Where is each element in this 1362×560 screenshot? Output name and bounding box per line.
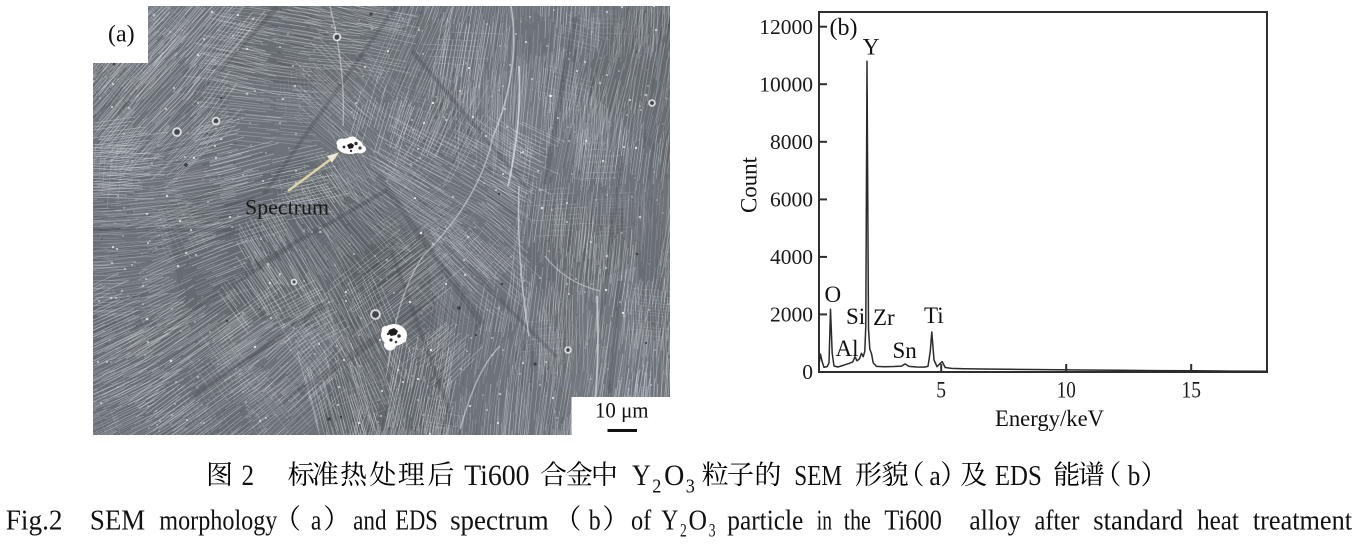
svg-text:O: O [689, 505, 708, 536]
svg-text:SEM: SEM [90, 505, 145, 536]
svg-text:(b): (b) [830, 15, 858, 41]
svg-text:6000: 6000 [770, 188, 813, 212]
svg-text:Y: Y [661, 505, 678, 536]
svg-text:Ti600: Ti600 [884, 505, 941, 536]
svg-text:Sn: Sn [893, 338, 918, 363]
svg-text:standard: standard [1093, 505, 1183, 536]
svg-text:5: 5 [936, 377, 946, 403]
svg-text:a: a [929, 461, 941, 492]
svg-text:2000: 2000 [770, 303, 813, 327]
svg-text:and: and [353, 505, 387, 536]
svg-text:2: 2 [242, 459, 255, 492]
svg-text:EDS: EDS [995, 461, 1042, 492]
svg-text:15: 15 [1182, 377, 1202, 403]
svg-text:SEM: SEM [794, 461, 842, 492]
svg-text:2: 2 [652, 476, 661, 498]
svg-text:Ti: Ti [924, 303, 944, 328]
svg-text:O: O [825, 282, 842, 307]
svg-text:Ti600: Ti600 [464, 459, 529, 492]
svg-text:Y: Y [632, 459, 651, 492]
svg-text:10000: 10000 [759, 73, 813, 97]
svg-text:b: b [589, 505, 601, 536]
svg-text:Fig.2: Fig.2 [6, 505, 63, 536]
svg-text:of: of [631, 505, 652, 536]
svg-text:3: 3 [686, 476, 695, 498]
svg-text:12000: 12000 [759, 15, 813, 39]
svg-text:Energy/keV: Energy/keV [995, 406, 1104, 431]
svg-text:treatment: treatment [1253, 505, 1352, 536]
svg-text:Y: Y [863, 35, 880, 60]
svg-text:8000: 8000 [770, 130, 813, 154]
svg-text:0: 0 [802, 360, 813, 384]
svg-text:Zr: Zr [873, 305, 895, 330]
svg-text:particle: particle [727, 505, 803, 536]
svg-text:4000: 4000 [770, 245, 813, 269]
svg-text:alloy: alloy [969, 505, 1020, 536]
svg-text:3: 3 [709, 520, 716, 541]
svg-text:Si: Si [846, 304, 865, 329]
svg-text:O: O [664, 459, 684, 492]
svg-text:a: a [311, 505, 322, 536]
svg-text:10: 10 [1057, 377, 1076, 403]
svg-text:10 μm: 10 μm [595, 398, 649, 423]
svg-text:heat: heat [1197, 505, 1239, 536]
svg-text:spectrum: spectrum [450, 505, 549, 536]
svg-text:(a): (a) [108, 22, 135, 48]
svg-text:2: 2 [680, 520, 687, 541]
svg-text:in: in [817, 505, 832, 536]
svg-text:Count: Count [737, 156, 762, 213]
svg-text:the: the [844, 505, 871, 536]
svg-text:b: b [1128, 461, 1141, 492]
svg-text:EDS: EDS [395, 505, 437, 536]
svg-text:Spectrum: Spectrum [245, 195, 329, 220]
svg-text:after: after [1035, 505, 1080, 536]
svg-text:morphology: morphology [159, 505, 277, 536]
svg-text:Al: Al [836, 336, 859, 361]
